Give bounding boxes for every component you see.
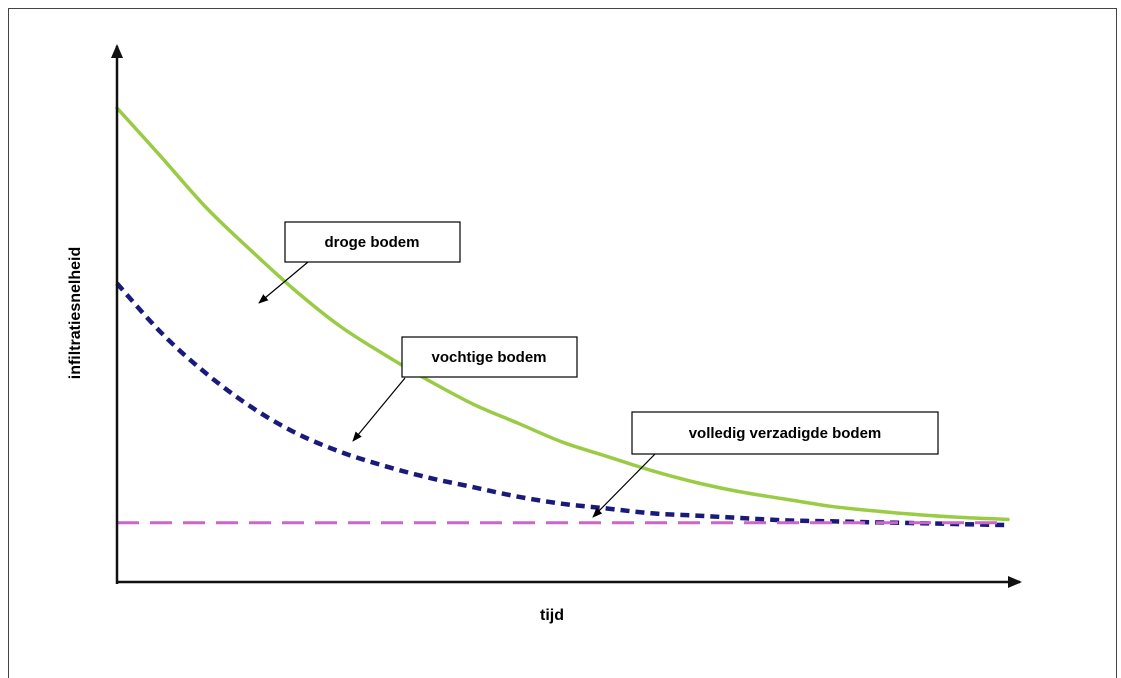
- annotation-label: vochtige bodem: [431, 349, 546, 366]
- annotation-droge-bodem: droge bodem: [258, 221, 461, 304]
- annotation-box: [284, 221, 461, 263]
- annotation-vochtige-bodem: vochtige bodem: [352, 336, 578, 442]
- x-axis-label: tijd: [540, 607, 564, 624]
- series-line-vochtige-bodem: [115, 281, 1009, 528]
- annotation-label: droge bodem: [324, 234, 419, 251]
- annotation-box: [631, 411, 939, 455]
- annotation-arrow: [352, 377, 406, 442]
- annotation-arrow: [592, 452, 657, 518]
- y-axis-label: infiltratiesnelheid: [67, 247, 84, 379]
- annotation-arrow: [258, 261, 309, 304]
- series-layer: [115, 106, 1010, 528]
- figure-frame: [8, 8, 1117, 678]
- series-line-droge-bodem: [115, 106, 1010, 522]
- annotation-volledig-verzadigde-bodem: volledig verzadigde bodem: [592, 411, 939, 518]
- annotation-box: [401, 336, 578, 378]
- annotation-label: volledig verzadigde bodem: [689, 425, 882, 442]
